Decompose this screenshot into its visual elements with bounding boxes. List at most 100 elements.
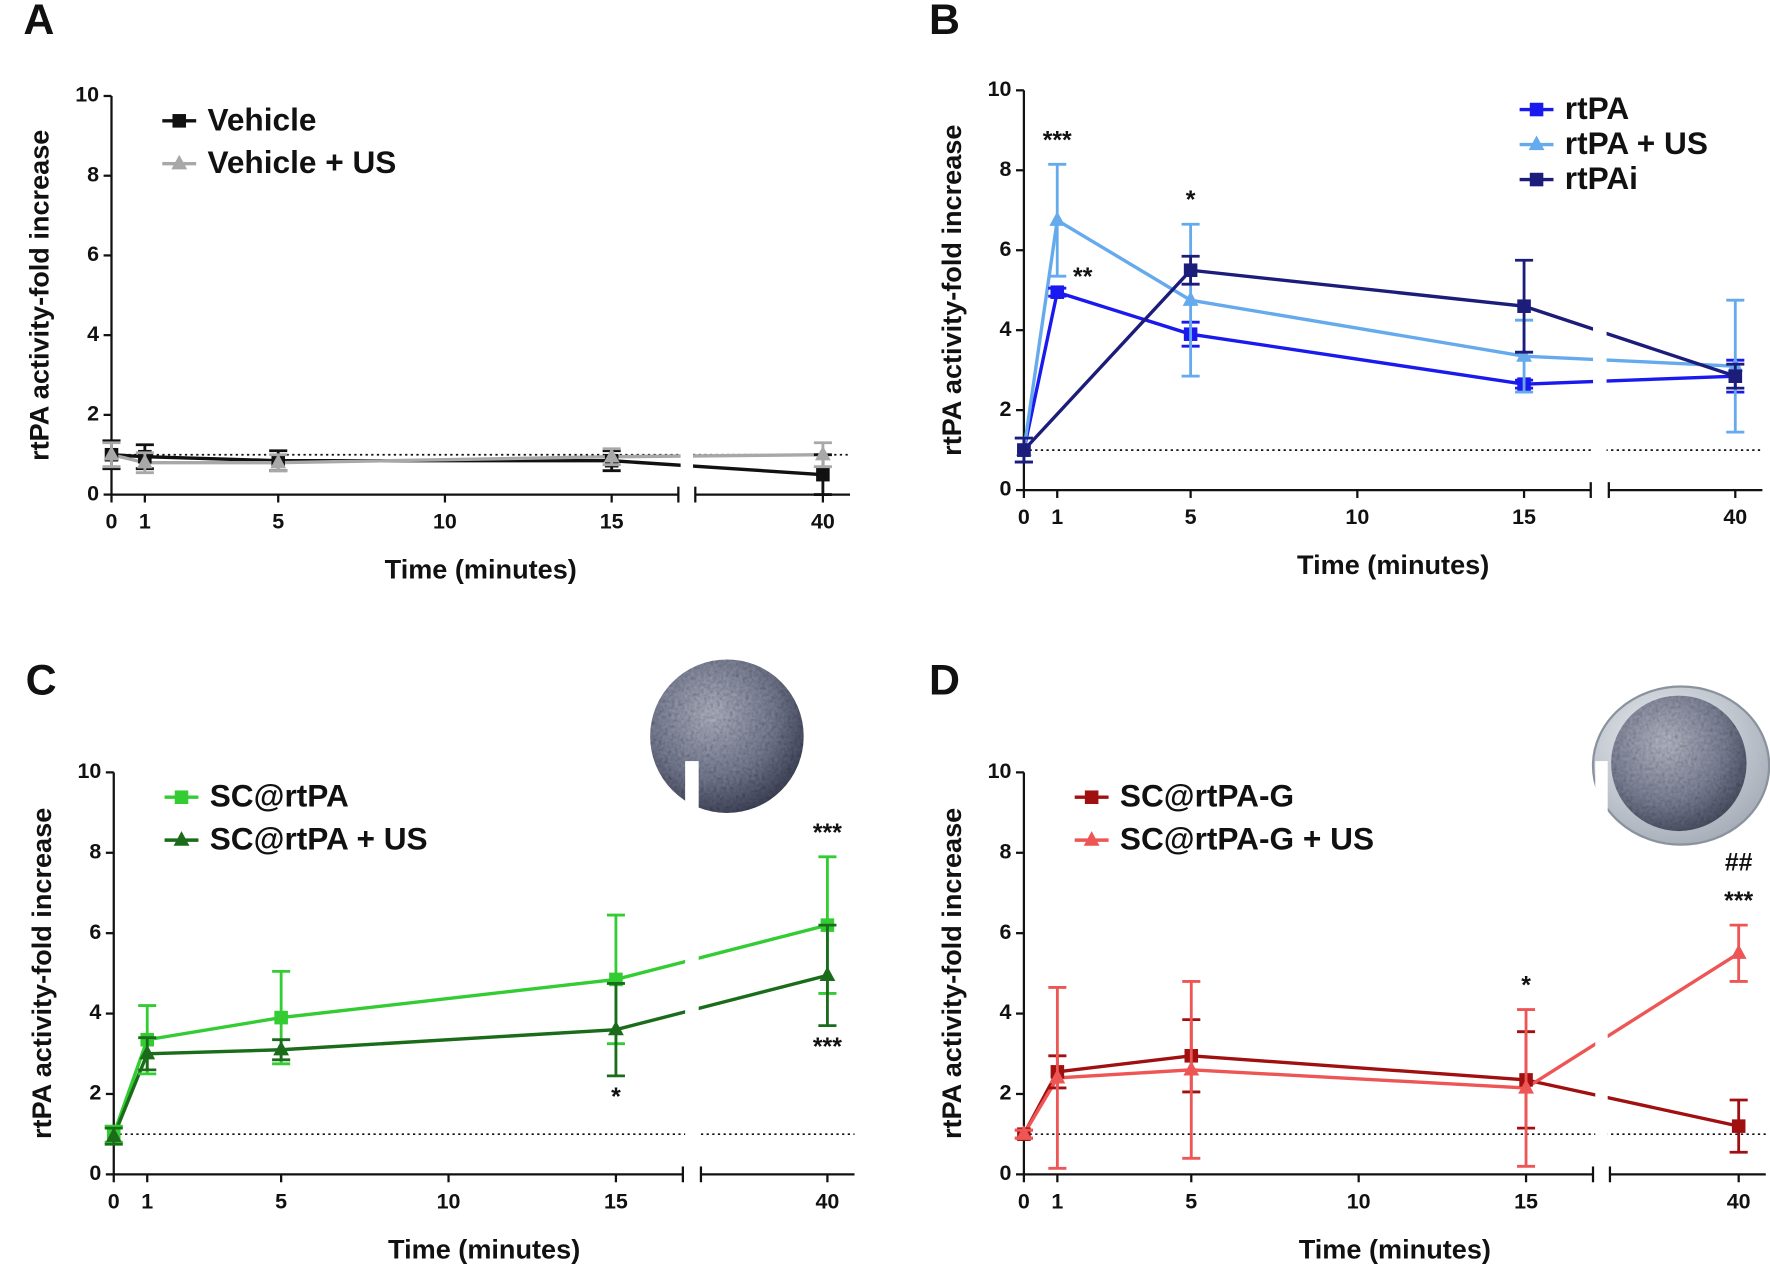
x-tick-label: 5: [1185, 505, 1197, 529]
axis-break-gap: [680, 84, 694, 493]
legend-marker: [1529, 102, 1544, 117]
annotation: ##: [1725, 850, 1753, 877]
legend-marker: [1528, 135, 1545, 151]
legend-marker: [1529, 172, 1544, 187]
x-tick-label: 5: [275, 1189, 287, 1213]
marker: [608, 1020, 624, 1036]
x-tick-label: 0: [106, 509, 118, 533]
legend-label: Vehicle + US: [207, 144, 396, 180]
marker: [1182, 291, 1199, 306]
annotation: *: [1186, 187, 1196, 214]
x-tick-label: 0: [1018, 1189, 1030, 1213]
y-tick-label: 6: [1000, 237, 1012, 261]
x-tick-label: 40: [815, 1189, 839, 1213]
annotation: *: [611, 1084, 621, 1111]
x-axis-title: Time (minutes): [385, 554, 577, 585]
legend-marker: [1084, 790, 1099, 804]
annotation: ***: [1724, 888, 1753, 915]
y-tick-label: 10: [988, 759, 1012, 783]
x-tick-label: 40: [1723, 505, 1747, 529]
x-tick-label: 10: [1345, 505, 1369, 529]
legend-marker: [171, 154, 188, 170]
x-tick-label: 0: [1018, 505, 1030, 529]
y-tick-label: 4: [89, 1000, 101, 1024]
legend-label: SC@rtPA-G: [1120, 778, 1294, 814]
marker: [1516, 347, 1532, 362]
coated-sphere-illustration: [1591, 685, 1770, 846]
annotation: **: [1073, 264, 1093, 291]
series-line: [112, 923, 828, 1135]
series-line: [112, 973, 828, 1137]
marker: [136, 453, 153, 469]
panel-label: D: [929, 656, 960, 704]
x-tick-label: 15: [600, 509, 624, 533]
x-tick-label: 10: [1347, 1189, 1371, 1213]
panel-label: C: [26, 656, 57, 704]
marker: [1731, 1119, 1746, 1133]
marker: [1015, 1125, 1032, 1140]
y-tick-label: 0: [87, 481, 99, 505]
y-tick-label: 6: [87, 242, 99, 266]
marker: [1183, 1060, 1200, 1076]
marker: [1183, 263, 1198, 277]
x-tick-label: 15: [1514, 1189, 1538, 1213]
x-tick-label: 0: [108, 1189, 120, 1213]
legend-label: rtPA + US: [1565, 125, 1708, 161]
x-axis-title: Time (minutes): [1299, 1233, 1491, 1264]
x-tick-label: 10: [437, 1189, 461, 1213]
panel-label: B: [929, 0, 960, 44]
marker: [103, 445, 120, 461]
marker: [1730, 944, 1747, 959]
y-tick-label: 2: [1000, 1081, 1012, 1105]
series-line: [1022, 1054, 1740, 1135]
series-line: [1022, 290, 1736, 451]
x-tick-label: 1: [139, 509, 151, 533]
y-tick-label: 10: [75, 83, 99, 107]
y-tick-label: 4: [1000, 1000, 1012, 1024]
legend-marker: [173, 831, 190, 846]
x-tick-label: 10: [433, 509, 457, 533]
y-tick-label: 0: [89, 1161, 101, 1185]
axis-break-gap: [685, 761, 699, 1173]
series-line: [1022, 268, 1736, 452]
marker: [1017, 443, 1031, 457]
marker: [1050, 285, 1065, 299]
y-tick-label: 8: [87, 162, 99, 186]
x-axis-title: Time (minutes): [388, 1233, 580, 1264]
y-tick-label: 10: [988, 77, 1012, 101]
x-tick-label: 5: [1185, 1189, 1197, 1213]
axis-break-gap: [1595, 761, 1608, 1173]
y-tick-label: 0: [1000, 1161, 1012, 1185]
y-tick-label: 8: [89, 839, 101, 863]
marker: [1728, 369, 1743, 383]
marker: [274, 1010, 288, 1025]
marker: [1518, 1078, 1534, 1094]
annotation: ***: [1043, 127, 1072, 154]
x-axis-title: Time (minutes): [1297, 549, 1489, 580]
x-tick-label: 1: [141, 1189, 153, 1213]
y-axis-title: rtPA activity-fold increase: [26, 808, 57, 1139]
marker: [816, 467, 830, 482]
y-tick-label: 6: [89, 920, 101, 944]
x-tick-label: 5: [272, 509, 284, 533]
y-tick-label: 2: [87, 402, 99, 426]
legend-marker: [1083, 831, 1100, 846]
y-axis-title: rtPA activity-fold increase: [936, 808, 967, 1139]
legend-label: SC@rtPA: [210, 778, 349, 814]
marker: [814, 445, 831, 461]
legend-marker: [174, 790, 189, 804]
marker: [270, 453, 287, 469]
marker: [273, 1040, 290, 1056]
y-tick-label: 0: [1000, 477, 1012, 501]
axis-break-gap: [1593, 79, 1607, 488]
marker: [1517, 299, 1531, 313]
marker: [1049, 211, 1066, 226]
y-tick-label: 4: [87, 322, 99, 346]
marker: [819, 966, 836, 982]
x-tick-label: 1: [1051, 505, 1063, 529]
